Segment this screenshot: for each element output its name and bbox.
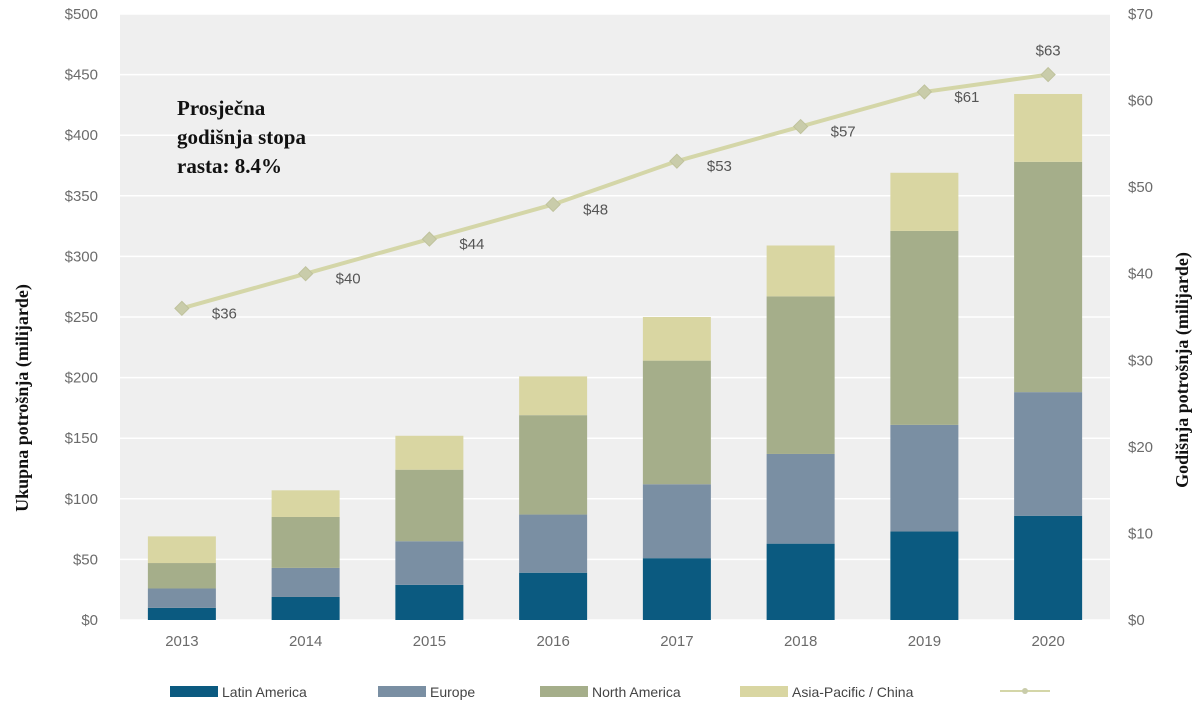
bar-segment <box>766 296 835 454</box>
growth-rate-annotation-line-3: rasta: 8.4% <box>177 154 282 178</box>
bar-segment <box>395 541 464 585</box>
x-tick-label: 2018 <box>784 633 817 650</box>
bar-segment <box>147 588 216 608</box>
bar-segment <box>766 453 835 544</box>
line-point <box>174 300 190 317</box>
bar-segment <box>519 572 588 620</box>
bar-segment <box>642 484 711 559</box>
growth-line-path <box>181 72 1049 311</box>
bar-segment <box>1014 392 1083 516</box>
y-tick-label: $500 <box>65 6 98 23</box>
bar-segment <box>395 584 464 620</box>
line-point <box>297 266 314 282</box>
line-point <box>1040 66 1056 83</box>
bar-segment <box>890 172 959 231</box>
bar-segment <box>271 516 340 568</box>
line-data-label: $63 <box>1036 43 1061 60</box>
y2-tick-label: $60 <box>1128 93 1153 110</box>
y2-axis-ticks: $0 $10 $20 $30 $40 $50 $60 $70 <box>1128 6 1153 629</box>
bar-segment <box>766 245 835 297</box>
x-tick-label: 2016 <box>536 633 569 650</box>
y2-tick-label: $10 <box>1128 525 1153 542</box>
bar-segment <box>147 563 216 589</box>
bar-segment <box>271 490 340 517</box>
legend-label: North America <box>592 684 681 700</box>
bar-segment <box>147 607 216 620</box>
y-tick-label: $350 <box>65 188 98 205</box>
bar-segment <box>766 543 835 620</box>
y-axis-ticks: $0 $50 $100 $150 $200 $250 $300 $350 $400 $450 $50… <box>65 6 98 629</box>
growth-rate-annotation-line-1: Prosječna <box>177 96 266 120</box>
y2-tick-label: $50 <box>1128 179 1153 196</box>
y2-tick-label: $40 <box>1128 266 1153 283</box>
legend-swatch <box>540 686 588 697</box>
bar-segment <box>271 596 340 620</box>
bar-segment <box>642 360 711 485</box>
line-data-label: $36 <box>212 305 237 322</box>
bar-segment <box>395 469 464 542</box>
legend-label: Latin America <box>222 684 307 700</box>
line-point <box>545 196 561 213</box>
x-tick-label: 2020 <box>1031 633 1064 650</box>
bar-segment <box>147 536 216 564</box>
y2-tick-label: $30 <box>1128 352 1153 369</box>
legend-line-marker <box>1022 688 1028 694</box>
growth-line: $36 $40 $44 $48 $53 $57 $61 $63 <box>174 43 1061 322</box>
line-data-label: $57 <box>831 124 856 141</box>
x-tick-label: 2014 <box>289 633 322 650</box>
bar-segment <box>642 558 711 620</box>
line-point <box>916 84 933 100</box>
line-data-label: $44 <box>459 236 484 253</box>
bar-segment <box>271 567 340 597</box>
y-tick-label: $400 <box>65 127 98 144</box>
bar-segment <box>890 531 959 620</box>
stacked-bars <box>147 93 1083 620</box>
legend-swatch <box>740 686 788 697</box>
y-tick-label: $0 <box>81 612 98 629</box>
line-data-label: $48 <box>583 201 608 218</box>
y2-tick-label: $20 <box>1128 439 1153 456</box>
growth-rate-annotation-line-2: godišnja stopa <box>177 125 306 149</box>
y-tick-label: $50 <box>73 551 98 568</box>
y-tick-label: $250 <box>65 309 98 326</box>
line-point <box>421 231 438 247</box>
y2-tick-label: $70 <box>1128 6 1153 23</box>
legend-label: Europe <box>430 684 475 700</box>
bar-segment <box>642 317 711 361</box>
y-tick-label: $300 <box>65 248 98 265</box>
legend-label: Asia-Pacific / China <box>792 684 914 700</box>
bar-segment <box>519 415 588 515</box>
x-tick-label: 2017 <box>660 633 693 650</box>
legend: Latin America Europe North America Asia-Pac… <box>170 684 1050 700</box>
y2-tick-label: $0 <box>1128 612 1145 629</box>
x-tick-label: 2019 <box>908 633 941 650</box>
legend-swatch <box>378 686 426 697</box>
bar-segment <box>519 376 588 416</box>
x-axis-ticks: 2013 2014 2015 2016 2017 2018 2019 2020 <box>165 633 1065 650</box>
x-tick-label: 2013 <box>165 633 198 650</box>
bar-segment <box>519 514 588 573</box>
bar-segment <box>1014 515 1083 620</box>
y-axis-title: Ukupna potrošnja (milijarde) <box>12 284 33 512</box>
line-data-label: $53 <box>707 158 732 175</box>
x-tick-label: 2015 <box>413 633 446 650</box>
y2-axis-title: Godišnja potrošnja (milijarde) <box>1172 252 1193 488</box>
bar-segment <box>890 424 959 532</box>
line-data-label: $61 <box>954 89 979 106</box>
y-tick-label: $200 <box>65 370 98 387</box>
y-tick-label: $100 <box>65 491 98 508</box>
line-point <box>669 153 685 169</box>
bar-segment <box>1014 161 1083 393</box>
bar-segment <box>395 435 464 470</box>
line-point <box>792 118 809 135</box>
bar-segment <box>1014 93 1083 162</box>
y-tick-label: $150 <box>65 430 98 447</box>
y-tick-label: $450 <box>65 67 98 84</box>
legend-swatch <box>170 686 218 697</box>
bar-segment <box>890 230 959 425</box>
line-data-label: $40 <box>336 271 361 288</box>
